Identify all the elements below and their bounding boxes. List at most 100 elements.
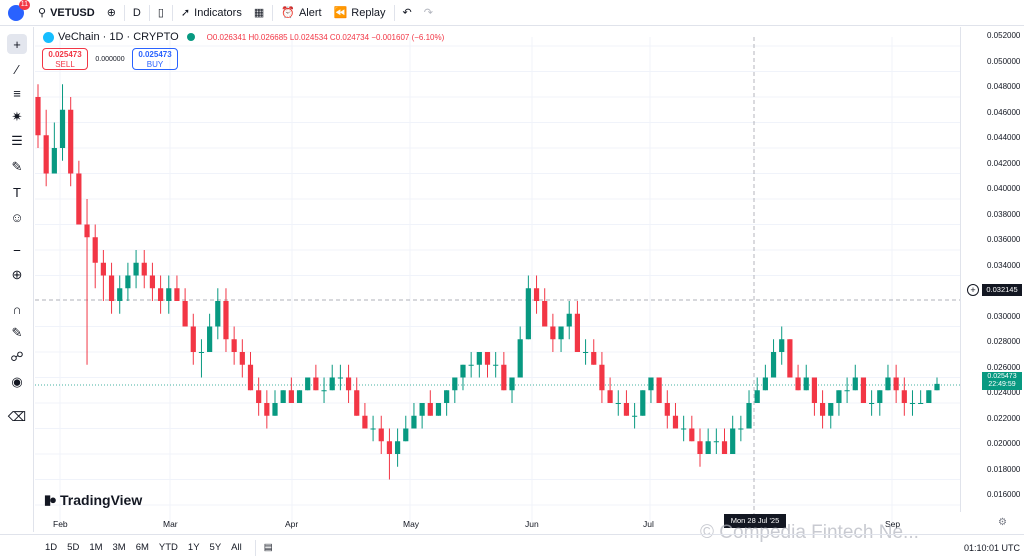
sell-button[interactable]: 0.025473 SELL xyxy=(42,48,88,70)
range-ytd[interactable]: YTD xyxy=(158,542,178,553)
legend-title[interactable]: VeChain · 1D · CRYPTO xyxy=(58,31,179,43)
chart-type-button[interactable]: ▯ xyxy=(152,0,170,26)
candle-body xyxy=(566,313,572,327)
candle-body xyxy=(501,364,507,391)
candle-body xyxy=(362,415,368,429)
divider xyxy=(393,4,395,21)
range-1m[interactable]: 1M xyxy=(89,542,103,553)
candle-body xyxy=(321,390,327,392)
candle-body xyxy=(468,364,474,366)
range-1y[interactable]: 1Y xyxy=(187,542,200,553)
utc-clock[interactable]: 01:10:01 UTC xyxy=(963,543,1020,553)
candle-body xyxy=(43,135,49,174)
range-5y[interactable]: 5Y xyxy=(209,542,222,553)
price-tick-label: 0.020000 xyxy=(987,439,1021,448)
range-6m[interactable]: 6M xyxy=(135,542,149,553)
ohlc-low: L0.024534 xyxy=(289,32,328,42)
indicators-label: Indicators xyxy=(194,6,242,19)
candle-body xyxy=(313,377,319,391)
zoom-in-icon[interactable]: ⊕ xyxy=(11,267,23,282)
fib-icon[interactable]: ☰ xyxy=(11,133,23,148)
buy-button[interactable]: 0.025473 BUY xyxy=(132,48,178,70)
emoji-icon[interactable]: ☺ xyxy=(10,209,24,225)
candle-body xyxy=(305,377,311,391)
add-alert-plus-icon[interactable]: + xyxy=(967,284,979,296)
price-chart[interactable] xyxy=(35,27,960,532)
magnet-icon[interactable]: ∩ xyxy=(12,301,22,317)
compare-symbol-button[interactable]: ⊕ xyxy=(101,0,122,26)
ruler-icon[interactable]: ⎯ xyxy=(13,242,21,257)
price-tick-label: 0.022000 xyxy=(987,413,1021,423)
candle-body xyxy=(460,364,466,378)
indicators-button[interactable]: ➚ Indicators xyxy=(175,0,248,26)
candle-body xyxy=(207,326,213,352)
candle-body xyxy=(819,403,826,416)
trash-icon[interactable]: ⌫ xyxy=(7,409,27,424)
candle-body xyxy=(762,377,768,391)
alarm-clock-icon: ⏰ xyxy=(281,7,295,19)
pattern-icon[interactable]: ✷ xyxy=(11,109,23,124)
trend-line-icon[interactable]: ∕ xyxy=(15,61,19,77)
alert-button[interactable]: ⏰ Alert xyxy=(275,0,327,26)
price-tick-label: 0.050000 xyxy=(987,56,1021,66)
user-avatar[interactable]: 11 xyxy=(8,0,30,21)
time-axis[interactable]: Feb Mar Apr May Jun Jul Sep xyxy=(35,512,960,532)
divider xyxy=(171,4,173,21)
undo-button[interactable]: ↶ xyxy=(397,0,418,26)
crosshair-icon[interactable]: + xyxy=(7,34,27,54)
sell-label: SELL xyxy=(55,60,75,69)
notification-badge: 11 xyxy=(18,0,30,10)
candle-body xyxy=(615,403,621,404)
brush-icon[interactable]: ✎ xyxy=(11,159,23,174)
price-tick-label: 0.046000 xyxy=(987,107,1021,117)
lock-icon[interactable]: ☍ xyxy=(10,349,24,364)
lock-pencil-icon[interactable]: ✎ xyxy=(11,325,23,340)
candle-body xyxy=(117,288,123,301)
replay-button[interactable]: ⏪ Replay xyxy=(328,0,392,26)
candle-body xyxy=(721,441,728,454)
chart-legend: VeChain · 1D · CRYPTO O0.026341 H0.02668… xyxy=(43,31,444,43)
horizontal-lines-icon[interactable]: ≡ xyxy=(13,85,21,101)
candle-body xyxy=(901,390,907,403)
candle-body xyxy=(909,403,916,404)
interval-label: D xyxy=(132,6,141,19)
range-5d[interactable]: 5D xyxy=(67,542,80,553)
candle-body xyxy=(869,403,875,404)
candle-body xyxy=(493,364,499,366)
buy-price: 0.025473 xyxy=(138,50,172,59)
symbol-search-button[interactable]: ⚲ VETUSD xyxy=(32,0,101,26)
eye-icon[interactable]: ◉ xyxy=(11,374,23,389)
candle-body xyxy=(174,288,180,301)
indicators-icon: ➚ xyxy=(180,7,191,19)
range-all[interactable]: All xyxy=(231,542,242,553)
layouts-button[interactable]: ▦ xyxy=(248,0,270,26)
ohlc-values: O0.026341 H0.026685 L0.024534 C0.024734 … xyxy=(207,33,445,42)
candle-body xyxy=(215,301,221,327)
settings-gear-icon[interactable]: ⚙ xyxy=(998,517,1007,528)
redo-button[interactable]: ↷ xyxy=(418,0,439,26)
candle-body xyxy=(337,377,343,379)
price-axis[interactable]: 0.052000 0.050000 0.048000 0.046000 0.044000… xyxy=(960,27,1024,512)
price-tick-label: 0.018000 xyxy=(987,464,1021,474)
interval-button[interactable]: D xyxy=(127,0,147,26)
candle-body xyxy=(296,390,303,403)
candle-body xyxy=(435,403,442,416)
date-range-icon[interactable]: ▤ xyxy=(263,542,273,553)
ohlc-open: O0.026341 xyxy=(206,32,247,42)
candle-body xyxy=(345,377,352,391)
candle-body xyxy=(247,364,254,391)
text-icon[interactable]: T xyxy=(13,184,21,200)
tradingview-logo[interactable]: ▮● TradingView xyxy=(44,492,142,508)
candle-body xyxy=(926,390,932,403)
candle-body xyxy=(68,109,74,174)
candle-body xyxy=(223,301,229,340)
candle-body xyxy=(190,326,196,352)
range-1d[interactable]: 1D xyxy=(45,542,58,553)
search-icon: ⚲ xyxy=(38,7,47,19)
ohlc-change: −0.001607 (−6.10%) xyxy=(371,32,445,42)
candle-body xyxy=(370,428,376,430)
range-3m[interactable]: 3M xyxy=(112,542,126,553)
sell-price: 0.025473 xyxy=(48,50,82,59)
candle-body xyxy=(607,390,613,403)
candle-body xyxy=(419,403,425,416)
